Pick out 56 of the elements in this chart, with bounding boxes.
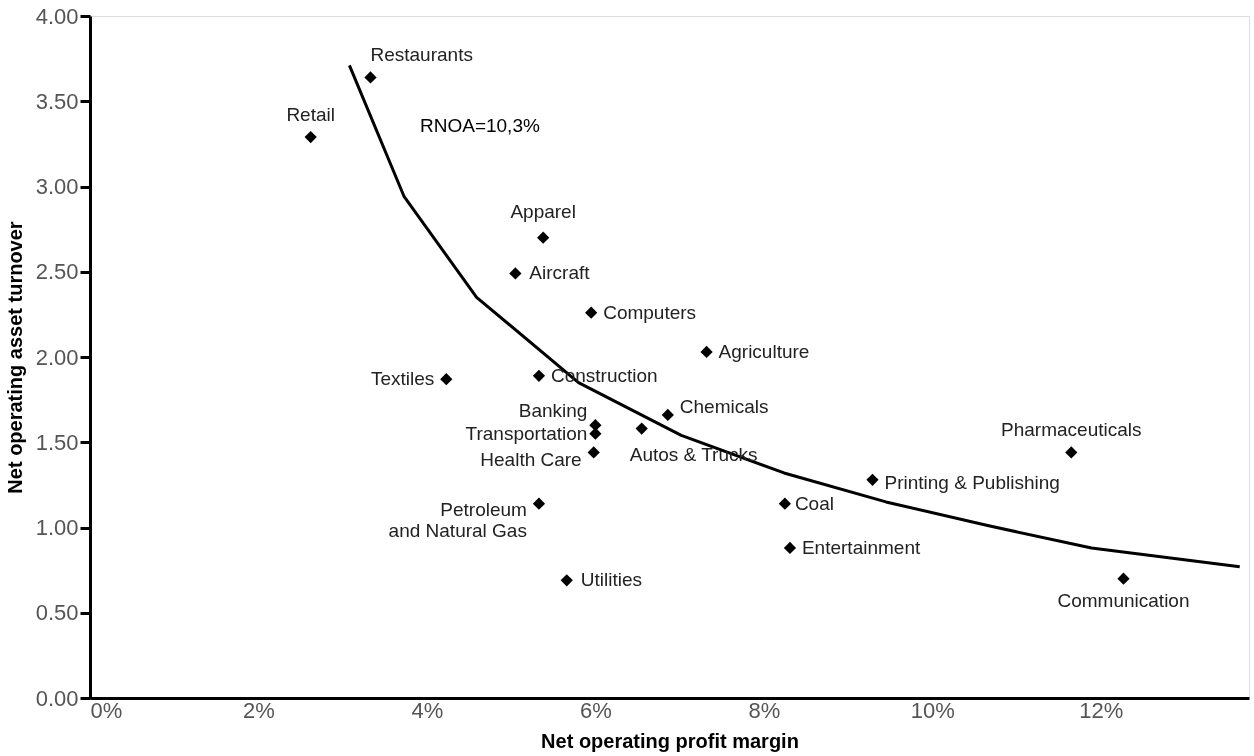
point [532, 497, 546, 510]
annotation: Aircraft [529, 262, 591, 284]
annotation: Transportation [465, 422, 588, 444]
x-tick-label: 6% [579, 697, 612, 723]
point [440, 373, 453, 386]
annotation: Communication [1057, 589, 1190, 611]
x-tick-label: 10% [910, 697, 955, 723]
annotation: Utilities [580, 569, 642, 591]
point [364, 71, 377, 84]
y-tick-label: 0.00 [35, 685, 79, 711]
point [509, 267, 522, 280]
y-tick-label: 3.00 [35, 174, 79, 199]
y-tick-label: 2.00 [35, 344, 79, 370]
point [587, 446, 600, 459]
y-tick-label: 2.50 [35, 259, 79, 285]
point [783, 541, 797, 555]
annotation: Agriculture [718, 340, 810, 362]
point [866, 473, 879, 486]
y-tick-label: 1.00 [35, 515, 79, 540]
point [537, 231, 550, 244]
point [532, 369, 546, 382]
annotation: Printing & Publishing [884, 471, 1060, 493]
x-tick-label: 0% [90, 697, 123, 723]
y-tick-label: 3.50 [35, 88, 79, 114]
annotation: Banking [518, 400, 588, 422]
line-series [347, 63, 1242, 569]
annotation: Health Care [480, 449, 582, 471]
point [700, 345, 713, 359]
point [635, 422, 648, 435]
annotation: Restaurants [370, 44, 473, 66]
annotation: Entertainment [801, 536, 921, 558]
point [585, 306, 598, 319]
point [1117, 572, 1130, 585]
annotation: Apparel [510, 200, 576, 222]
point [1065, 446, 1078, 459]
x-tick-label: 4% [411, 697, 444, 723]
x-tick-label: 8% [748, 697, 781, 723]
x-tick-label: 2% [243, 697, 275, 723]
annotation: Pharmaceuticals [1001, 419, 1142, 441]
point [778, 497, 792, 510]
x-tick-label: 12% [1079, 697, 1124, 723]
y-tick-label: 1.50 [35, 429, 79, 455]
annotation: Computers [603, 301, 697, 323]
y-tick-label: 0.50 [35, 600, 79, 626]
y-axis-title: Net operating asset turnover [3, 221, 26, 494]
annotation: Retail [286, 104, 335, 126]
point [304, 130, 317, 144]
annotation: Coal [794, 492, 834, 514]
annotation: RNOA=10,3% [420, 115, 540, 136]
annotation: Textiles [370, 368, 435, 390]
point [661, 408, 674, 422]
x-axis-title: Net operating profit margin [541, 729, 799, 752]
annotation: Chemicals [679, 395, 769, 417]
annotation: Petroleum and Natural Gas [388, 498, 527, 541]
point [560, 574, 573, 587]
y-tick-label: 4.00 [35, 3, 79, 29]
